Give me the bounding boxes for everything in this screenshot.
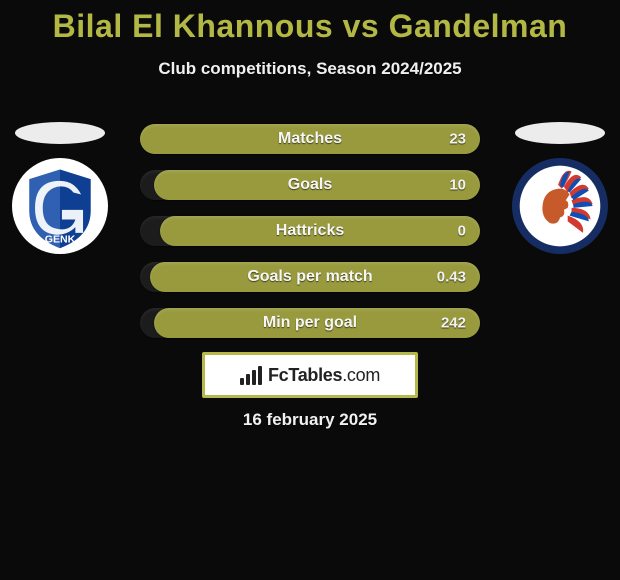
- stat-row: Goals 10: [140, 170, 480, 200]
- stat-value: 23: [449, 131, 466, 148]
- stat-row: Min per goal 242: [140, 308, 480, 338]
- svg-text:GENK: GENK: [45, 233, 76, 245]
- team-right-badge: [500, 122, 620, 256]
- stat-value: 10: [449, 177, 466, 194]
- branding-name: FcTables.com: [268, 365, 380, 386]
- genk-crest-icon: GENK: [10, 156, 110, 256]
- stat-label: Matches: [278, 130, 342, 148]
- stat-value: 0: [458, 223, 466, 240]
- badge-shadow: [15, 122, 105, 144]
- stat-label: Goals: [288, 176, 332, 194]
- stat-value: 242: [441, 315, 466, 332]
- stat-label: Goals per match: [247, 268, 372, 286]
- stat-value: 0.43: [437, 269, 466, 286]
- match-date: 16 february 2025: [243, 410, 377, 430]
- gent-crest-svg: [512, 158, 608, 254]
- stat-row: Hattricks 0: [140, 216, 480, 246]
- comparison-card: Bilal El Khannous vs Gandelman Club comp…: [0, 0, 620, 580]
- gent-crest-icon: [510, 156, 610, 256]
- subtitle: Club competitions, Season 2024/2025: [0, 59, 620, 79]
- stat-row: Matches 23: [140, 124, 480, 154]
- stat-row: Goals per match 0.43: [140, 262, 480, 292]
- page-title: Bilal El Khannous vs Gandelman: [0, 0, 620, 45]
- fctables-branding[interactable]: FcTables.com: [202, 352, 418, 398]
- stat-bars: Matches 23 Goals 10 Hattricks 0 Goals per matc…: [140, 124, 480, 354]
- stat-label: Min per goal: [263, 314, 357, 332]
- bar-chart-icon: [240, 366, 262, 385]
- stat-label: Hattricks: [276, 222, 344, 240]
- genk-crest-svg: GENK: [12, 158, 108, 254]
- badge-shadow: [515, 122, 605, 144]
- team-left-badge: GENK: [0, 122, 120, 256]
